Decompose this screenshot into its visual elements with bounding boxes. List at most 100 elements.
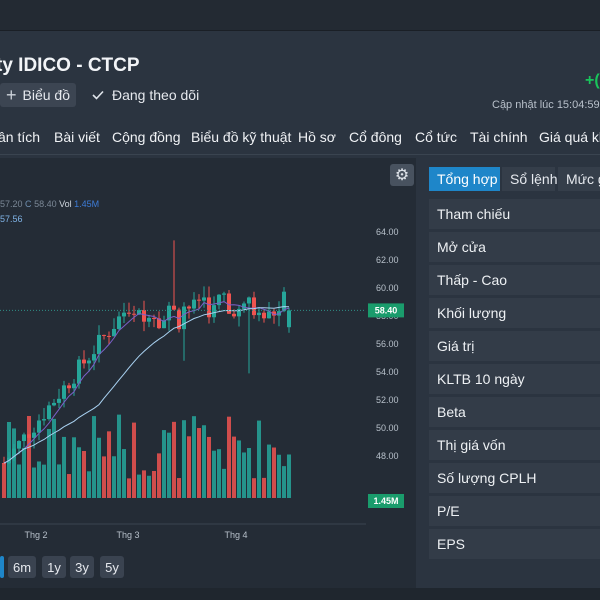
volume-bar [222,468,226,498]
volume-bar [287,454,291,498]
volume-bar [117,414,121,498]
volume-bar [97,437,101,498]
volume-bar [92,416,96,498]
candle-body [132,313,136,315]
candle-body [207,297,211,318]
nav-bar: ân tích Bài viết Cộng đồng Biểu đồ kỹ th… [0,124,600,155]
candle-body [187,306,191,309]
tab-order-book[interactable]: Sổ lệnh [502,167,557,191]
follow-button[interactable]: Đang theo dõi [92,87,199,103]
candle-body [222,293,226,295]
nav-technical-chart[interactable]: Biểu đồ kỹ thuật [191,129,292,145]
last-volume-badge [368,494,404,508]
candle-body [62,385,66,399]
candle-body [177,309,181,330]
range-3y[interactable]: 3y [70,556,94,578]
chart-button[interactable]: + Biểu đồ [0,83,76,107]
volume-bar [102,456,106,498]
follow-label: Đang theo dõi [112,87,200,103]
candle-body [32,432,36,438]
price-chart[interactable]: 64.0062.0060.0058.0056.0054.0052.0050.00… [0,158,416,558]
range-active-marker[interactable] [0,556,4,578]
chart-button-label: Biểu đồ [22,87,70,103]
candle-body [117,316,121,329]
y-tick-label: 48.00 [376,451,399,461]
stat-eps: EPS [429,529,600,559]
volume-bar [147,475,151,498]
candle-body [122,312,126,317]
candle-body [212,305,216,318]
candle-body [192,299,196,309]
stat-value: Giá trị [429,331,600,361]
chart-legend-ma: 57.56 [0,214,23,224]
candle-body [282,291,286,312]
volume-bar [72,437,76,498]
volume-bar [22,447,26,498]
volume-bar [112,456,116,498]
nav-analysis[interactable]: ân tích [0,129,41,145]
candle-body [217,294,221,306]
candle-body [107,335,111,337]
candle-body [197,299,201,301]
volume-bar [197,428,201,498]
candle-body [252,297,256,316]
volume-bar [242,452,246,498]
candle-body [157,318,161,329]
candle-body [232,313,236,317]
volume-bar [182,420,186,498]
volume-bar [167,432,171,498]
candle-body [182,306,186,330]
candle-body [162,320,166,329]
volume-bar [137,474,141,498]
volume-bar [32,467,36,498]
volume-bar [42,464,46,498]
candle-body [82,359,86,364]
candle-body [2,463,6,464]
nav-shareholders[interactable]: Cổ đông [349,129,402,145]
check-icon [92,87,104,103]
chart-panel[interactable]: 64.0062.0060.0058.0056.0054.0052.0050.00… [0,158,416,588]
tab-summary[interactable]: Tổng hợp [429,167,500,191]
stat-open: Mở cửa [429,232,600,262]
volume-bar [162,430,166,498]
candle-body [47,405,51,420]
gear-icon[interactable]: ⚙ [390,164,414,186]
nav-profile[interactable]: Hồ sơ [298,129,336,145]
candle-body [77,359,81,384]
volume-bar [2,463,6,498]
last-price-badge-text: 58.40 [375,305,398,315]
volume-bar [267,444,271,498]
range-6m[interactable]: 6m [8,556,36,578]
volume-bar [187,436,191,498]
candle-body [237,308,241,317]
x-tick-label: Thg 3 [116,530,139,540]
candle-body [127,312,131,314]
nav-price-history[interactable]: Giá quá kh [539,129,600,145]
range-1y[interactable]: 1y [42,556,66,578]
volume-bar [202,425,206,498]
volume-bar [172,421,176,498]
nav-community[interactable]: Cộng đồng [112,129,181,145]
stat-low-high: Thấp - Cao [429,265,600,295]
ma-long-line [3,306,290,464]
volume-bar [237,440,241,498]
range-5y[interactable]: 5y [100,556,124,578]
volume-bar [17,464,21,498]
candle-body [142,310,146,322]
candle-body [87,360,91,364]
y-tick-label: 60.00 [376,283,399,293]
bottom-bar [0,588,600,600]
nav-finance[interactable]: Tài chính [470,129,528,145]
volume-bar [107,431,111,498]
nav-articles[interactable]: Bài viết [54,129,100,145]
volume-bar [82,451,86,498]
volume-bar [52,418,56,498]
nav-dividends[interactable]: Cổ tức [415,129,458,145]
volume-bar [217,449,221,498]
candle-body [202,297,206,301]
volume-bar [67,474,71,498]
tab-price-level[interactable]: Mức g [558,167,600,191]
candle-body [267,311,271,319]
candle-body [72,383,76,389]
volume-bar [257,420,261,498]
